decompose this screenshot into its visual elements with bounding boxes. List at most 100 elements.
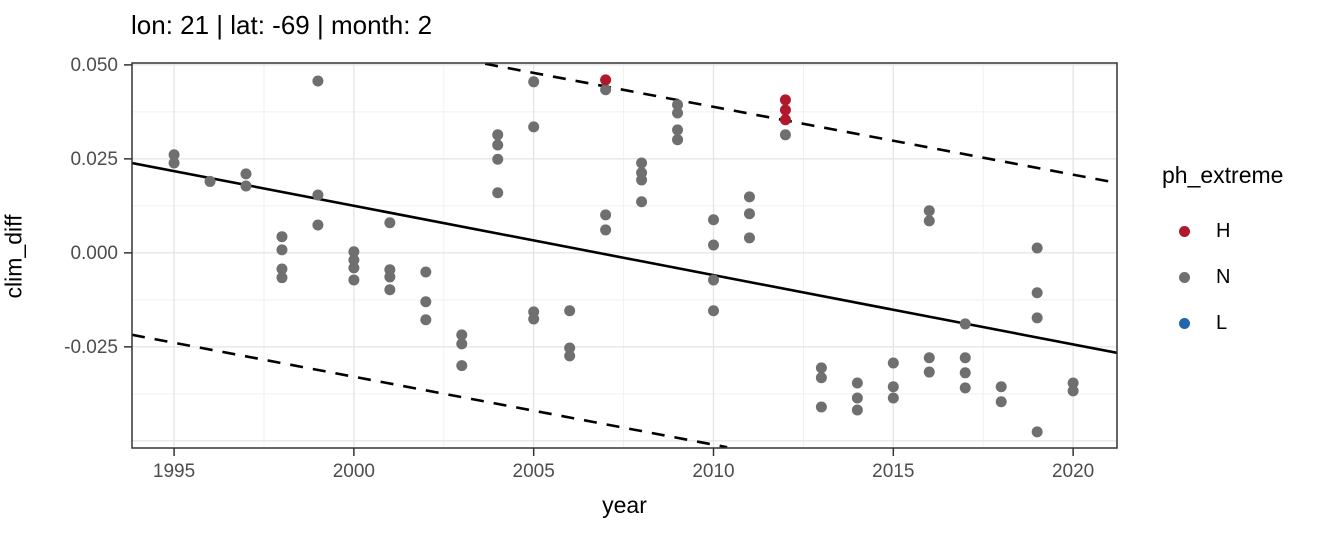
data-point-N: [923, 205, 935, 217]
x-tick-label: 1995: [153, 461, 195, 482]
data-point-N: [815, 401, 827, 413]
data-point-H: [779, 114, 791, 126]
y-tick-label: 0.025: [70, 149, 118, 170]
data-point-N: [528, 313, 540, 325]
data-point-N: [1031, 312, 1043, 324]
data-point-N: [851, 404, 863, 416]
data-point-N: [528, 76, 540, 88]
data-point-N: [887, 392, 899, 404]
data-point-N: [492, 153, 504, 165]
panel-background: [132, 63, 1117, 448]
legend-label-L: L: [1216, 311, 1228, 334]
x-tick-label: 2000: [333, 461, 375, 482]
data-point-N: [312, 75, 324, 87]
data-point-N: [528, 121, 540, 133]
y-tick-label: -0.025: [64, 337, 118, 358]
x-tick-label: 2010: [692, 461, 734, 482]
data-point-N: [240, 168, 252, 180]
data-point-H: [779, 94, 791, 106]
data-point-N: [923, 215, 935, 227]
data-point-N: [743, 208, 755, 220]
data-point-H: [779, 104, 791, 116]
data-point-N: [492, 187, 504, 199]
data-point-N: [959, 352, 971, 364]
data-point-N: [923, 352, 935, 364]
chart-title: lon: 21 | lat: -69 | month: 2: [131, 10, 433, 40]
data-point-N: [204, 175, 216, 187]
data-point-N: [420, 314, 432, 326]
y-tick-label: 0.050: [70, 55, 118, 76]
upper-interval-line: [484, 63, 1117, 185]
data-point-N: [564, 350, 576, 362]
x-tick-label: 2005: [513, 461, 555, 482]
data-point-N: [959, 367, 971, 379]
legend-label-H: H: [1216, 219, 1231, 242]
data-point-N: [743, 232, 755, 244]
data-point-N: [600, 84, 612, 96]
data-point-N: [276, 231, 288, 243]
data-point-N: [384, 284, 396, 296]
data-point-N: [564, 342, 576, 354]
data-point-N: [276, 263, 288, 275]
data-point-N: [1031, 242, 1043, 254]
legend-item-L: L: [1160, 300, 1283, 346]
data-point-N: [708, 239, 720, 251]
trend-line-line: [132, 161, 1117, 355]
x-tick-label: 2015: [872, 461, 914, 482]
data-point-N: [743, 191, 755, 203]
data-point-N: [851, 392, 863, 404]
data-layer: [132, 63, 1117, 448]
legend-title: ph_extreme: [1162, 162, 1284, 188]
data-point-N: [959, 382, 971, 394]
data-point-H: [600, 74, 612, 86]
data-point-N: [456, 338, 468, 350]
data-point-N: [708, 305, 720, 317]
data-point-N: [312, 219, 324, 231]
data-point-N: [420, 266, 432, 278]
data-point-N: [600, 209, 612, 221]
lower-interval-line: [132, 333, 728, 448]
legend-swatch-H: [1179, 225, 1190, 237]
data-point-N: [708, 214, 720, 226]
data-point-N: [492, 129, 504, 141]
data-point-N: [636, 174, 648, 186]
data-point-N: [312, 189, 324, 201]
data-point-N: [276, 244, 288, 256]
panel-border: [131, 62, 1118, 449]
data-point-N: [887, 381, 899, 393]
legend-swatch-L: [1179, 317, 1190, 329]
data-point-N: [348, 274, 360, 286]
data-point-N: [600, 224, 612, 236]
data-point-N: [384, 217, 396, 229]
data-point-N: [276, 272, 288, 284]
data-point-N: [456, 329, 468, 341]
data-point-N: [492, 139, 504, 151]
data-point-N: [672, 124, 684, 136]
data-point-N: [1067, 385, 1079, 397]
data-point-N: [1031, 287, 1043, 299]
data-point-N: [384, 271, 396, 283]
data-point-N: [348, 254, 360, 266]
data-point-N: [923, 366, 935, 378]
data-point-N: [348, 262, 360, 274]
data-point-N: [348, 246, 360, 258]
data-point-N: [636, 157, 648, 169]
legend-item-H: H: [1160, 208, 1283, 254]
data-point-N: [815, 372, 827, 384]
legend-item-N: N: [1160, 254, 1283, 300]
data-point-N: [995, 381, 1007, 393]
data-point-N: [240, 180, 252, 192]
data-point-N: [851, 377, 863, 389]
data-point-N: [672, 99, 684, 111]
data-point-N: [456, 360, 468, 372]
data-point-N: [672, 107, 684, 119]
legend-label-N: N: [1216, 265, 1231, 288]
y-tick-label: 0.000: [70, 243, 118, 264]
data-point-N: [168, 149, 180, 161]
data-point-N: [168, 157, 180, 169]
data-point-N: [420, 296, 432, 308]
data-point-N: [636, 196, 648, 208]
